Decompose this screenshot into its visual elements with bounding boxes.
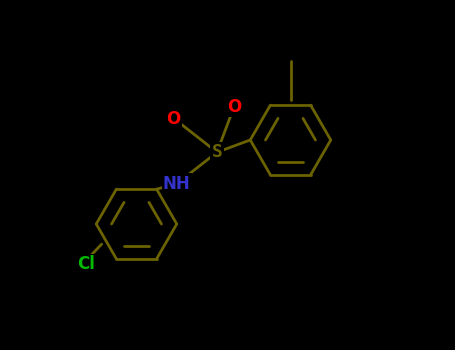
Text: S: S — [212, 143, 222, 161]
Text: O: O — [166, 110, 180, 128]
Text: NH: NH — [163, 175, 191, 193]
Text: Cl: Cl — [77, 255, 95, 273]
Text: O: O — [228, 98, 242, 116]
